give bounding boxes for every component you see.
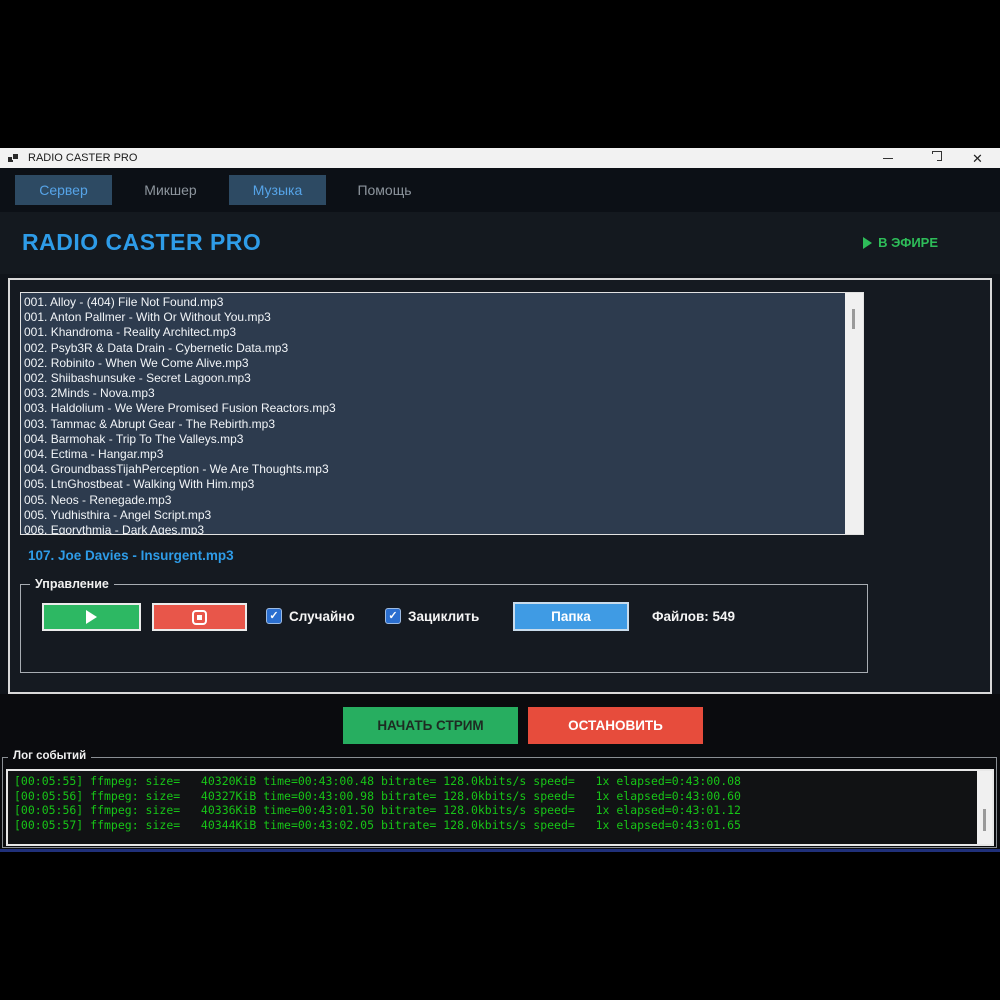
tab-музыка[interactable]: Музыка bbox=[229, 175, 326, 205]
playlist-item[interactable]: 003. Tammac & Abrupt Gear - The Rebirth.… bbox=[24, 416, 276, 431]
log-line: [00:05:55] ffmpeg: size= 40320KiB time=0… bbox=[14, 774, 741, 788]
stop-stream-button[interactable]: ОСТАНОВИТЬ bbox=[528, 707, 703, 744]
controls-groupbox bbox=[20, 584, 868, 673]
tab-сервер[interactable]: Сервер bbox=[15, 175, 112, 205]
files-count-label: Файлов: 549 bbox=[652, 609, 736, 624]
loop-checkbox[interactable]: ✓ Зациклить bbox=[385, 608, 479, 624]
page-header: RADIO CASTER PRO В ЭФИРЕ bbox=[0, 212, 1000, 274]
playlist-item[interactable]: 003. Haldolium - We Were Promised Fusion… bbox=[24, 401, 336, 416]
tab-микшер[interactable]: Микшер bbox=[144, 182, 197, 198]
app-brand-title: RADIO CASTER PRO bbox=[22, 229, 262, 255]
stop-button[interactable] bbox=[152, 603, 247, 631]
log-groupbox-legend: Лог событий bbox=[8, 750, 92, 762]
playlist-item[interactable]: 005. Neos - Renegade.mp3 bbox=[24, 492, 172, 507]
minimize-icon bbox=[882, 157, 893, 159]
playlist-item[interactable]: 004. Barmohak - Trip To The Valleys.mp3 bbox=[24, 431, 244, 446]
checkbox-check-icon: ✓ bbox=[385, 608, 401, 624]
log-line: [00:05:56] ffmpeg: size= 40336KiB time=0… bbox=[14, 803, 741, 817]
playlist-item[interactable]: 005. Yudhisthira - Angel Script.mp3 bbox=[24, 507, 212, 522]
log-scrollbar-thumb[interactable] bbox=[983, 809, 986, 831]
shuffle-checkbox[interactable]: ✓ Случайно bbox=[266, 608, 355, 624]
live-status-badge: В ЭФИРЕ bbox=[863, 235, 938, 250]
window-title: RADIO CASTER PRO bbox=[28, 152, 138, 164]
playlist-item[interactable]: 004. Ectima - Hangar.mp3 bbox=[24, 447, 164, 462]
loop-checkbox-label: Зациклить bbox=[408, 608, 480, 624]
event-log-textbox[interactable]: [00:05:55] ffmpeg: size= 40320KiB time=0… bbox=[6, 769, 994, 846]
controls-groupbox-legend: Управление bbox=[30, 577, 114, 591]
log-line: [00:05:56] ffmpeg: size= 40327KiB time=0… bbox=[14, 788, 741, 803]
shuffle-checkbox-label: Случайно bbox=[289, 608, 355, 624]
playlist-item[interactable]: 001. Alloy - (404) File Not Found.mp3 bbox=[24, 295, 224, 309]
folder-button[interactable]: Папка bbox=[513, 602, 629, 631]
log-groupbox bbox=[2, 757, 997, 848]
playlist-scrollbar[interactable] bbox=[845, 293, 863, 534]
restore-icon bbox=[928, 151, 942, 162]
stop-icon bbox=[192, 609, 207, 625]
playlist-item[interactable]: 002. Psyb3R & Data Drain - Cybernetic Da… bbox=[24, 340, 289, 355]
playlist-item[interactable]: 001. Anton Pallmer - With Or Without You… bbox=[24, 310, 271, 325]
playlist-scrollbar-thumb[interactable] bbox=[852, 309, 855, 329]
start-stream-button[interactable]: НАЧАТЬ СТРИМ bbox=[343, 707, 518, 744]
current-track-label: 107. Joe Davies - Insurgent.mp3 bbox=[28, 548, 234, 563]
playlist-item[interactable]: 004. GroundbassTijahPerception - We Are … bbox=[24, 462, 329, 477]
playlist-item[interactable]: 002. Robinito - When We Come Alive.mp3 bbox=[24, 355, 249, 370]
log-scrollbar[interactable] bbox=[977, 771, 992, 844]
close-button[interactable]: ✕ bbox=[955, 148, 1000, 168]
live-status-label: В ЭФИРЕ bbox=[878, 235, 938, 250]
play-icon bbox=[86, 610, 97, 624]
tab-помощь[interactable]: Помощь bbox=[357, 182, 412, 198]
playlist-items: 001. Alloy - (404) File Not Found.mp3 001… bbox=[24, 295, 843, 535]
log-lines: [00:05:55] ffmpeg: size= 40320KiB time=0… bbox=[14, 774, 974, 832]
close-icon: ✕ bbox=[972, 150, 983, 166]
restore-button[interactable] bbox=[910, 148, 955, 168]
playlist-item[interactable]: 001. Khandroma - Reality Architect.mp3 bbox=[24, 325, 237, 340]
window-bottom-border bbox=[0, 849, 1000, 852]
title-bar: RADIO CASTER PRO ✕ bbox=[0, 148, 1000, 168]
play-button[interactable] bbox=[42, 603, 141, 631]
checkbox-check-icon: ✓ bbox=[266, 608, 282, 624]
app-window: RADIO CASTER PRO ✕ Сервер Микшер Музыка Пом… bbox=[0, 148, 1000, 852]
tab-bar: Сервер Микшер Музыка Помощь bbox=[0, 168, 1000, 212]
live-play-icon bbox=[863, 236, 873, 249]
playlist-item[interactable]: 002. Shiibashunsuke - Secret Lagoon.mp3 bbox=[24, 371, 251, 386]
playlist-listbox[interactable]: 001. Alloy - (404) File Not Found.mp3 001… bbox=[20, 292, 864, 535]
window-controls: ✕ bbox=[865, 148, 1000, 168]
playlist-item[interactable]: 003. 2Minds - Nova.mp3 bbox=[24, 386, 155, 401]
app-icon bbox=[8, 152, 20, 164]
minimize-button[interactable] bbox=[865, 148, 910, 168]
log-line: [00:05:57] ffmpeg: size= 40344KiB time=0… bbox=[14, 817, 741, 832]
playlist-item[interactable]: 005. LtnGhostbeat - Walking With Him.mp3 bbox=[24, 477, 255, 492]
playlist-item[interactable]: 006. Egorythmia - Dark Ages.mp3 bbox=[24, 523, 205, 535]
